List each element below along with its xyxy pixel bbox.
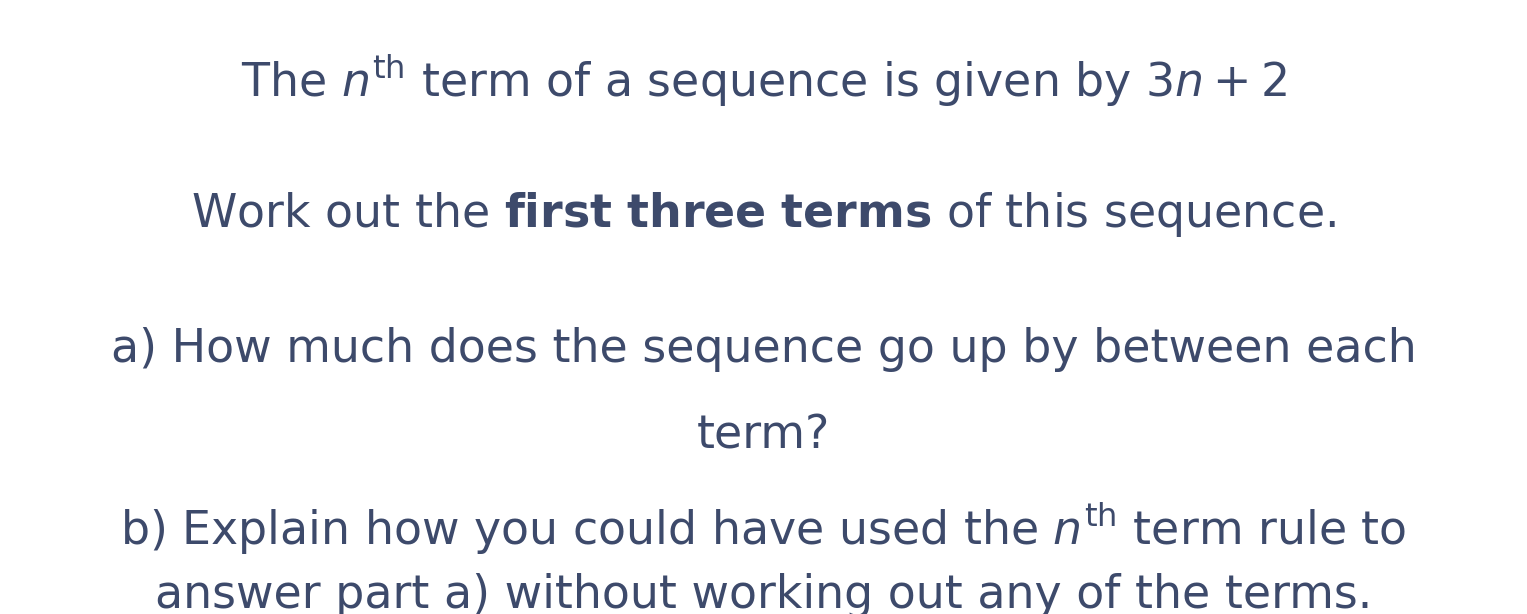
Text: b) Explain how you could have used the $n^{\mathregular{th}}$ term rule to: b) Explain how you could have used the $… <box>121 500 1406 556</box>
Text: The $n^{\mathregular{th}}$ term of a sequence is given by $3n + 2$: The $n^{\mathregular{th}}$ term of a seq… <box>241 52 1286 108</box>
Text: term?: term? <box>696 413 831 459</box>
Text: Work out the $\mathbf{first\ three\ terms}$ of this sequence.: Work out the $\mathbf{first\ three\ term… <box>191 190 1336 239</box>
Text: a) How much does the sequence go up by between each: a) How much does the sequence go up by b… <box>110 327 1417 373</box>
Text: answer part a) without working out any of the terms.: answer part a) without working out any o… <box>154 573 1373 614</box>
